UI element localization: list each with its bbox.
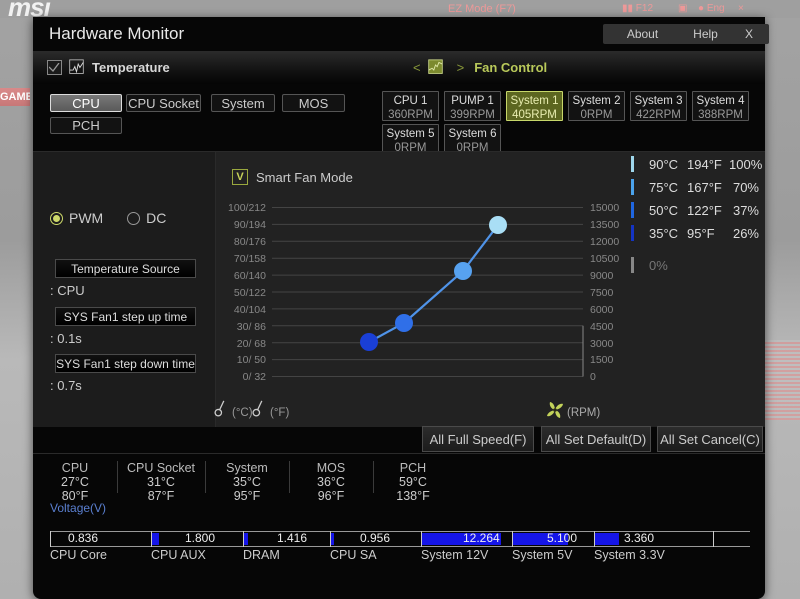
svg-text:50/122: 50/122 [234, 287, 266, 299]
svg-text:4500: 4500 [590, 321, 614, 333]
svg-text:10500: 10500 [590, 253, 619, 265]
svg-text:(°C): (°C) [232, 407, 253, 419]
svg-text:0: 0 [590, 371, 596, 383]
svg-text:70/158: 70/158 [234, 253, 266, 265]
svg-text:30/ 86: 30/ 86 [237, 321, 266, 333]
svg-text:12000: 12000 [590, 236, 619, 248]
svg-text:6000: 6000 [590, 304, 614, 316]
svg-text:60/140: 60/140 [234, 270, 266, 282]
svg-text:(RPM): (RPM) [567, 407, 600, 419]
svg-text:20/ 68: 20/ 68 [237, 338, 266, 350]
svg-text:80/176: 80/176 [234, 236, 266, 248]
svg-text:13500: 13500 [590, 219, 619, 231]
svg-text:90/194: 90/194 [234, 219, 266, 231]
svg-text:15000: 15000 [590, 202, 619, 214]
svg-text:(°F): (°F) [270, 407, 289, 419]
svg-text:1500: 1500 [590, 354, 614, 366]
svg-text:3000: 3000 [590, 338, 614, 350]
svg-text:100/212: 100/212 [228, 202, 266, 214]
svg-text:40/104: 40/104 [234, 304, 266, 316]
svg-text:0/ 32: 0/ 32 [243, 371, 267, 383]
svg-text:7500: 7500 [590, 287, 614, 299]
svg-text:10/ 50: 10/ 50 [237, 354, 266, 366]
svg-text:9000: 9000 [590, 270, 614, 282]
